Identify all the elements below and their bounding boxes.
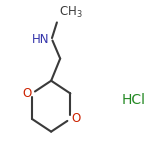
Text: HN: HN xyxy=(32,33,50,46)
Text: O: O xyxy=(22,87,31,100)
Text: O: O xyxy=(71,112,80,125)
Text: HCl: HCl xyxy=(121,93,145,107)
Text: CH$_3$: CH$_3$ xyxy=(59,5,83,20)
